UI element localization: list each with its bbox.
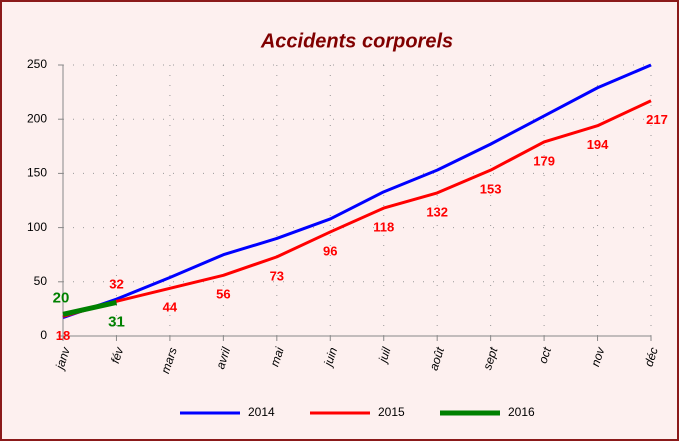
x-tick-label: déc <box>642 346 661 369</box>
series-line <box>62 299 117 317</box>
legend-label: 2015 <box>378 405 405 419</box>
data-label: 118 <box>373 220 394 235</box>
y-tick-label: 250 <box>27 57 47 71</box>
x-tick-label: avril <box>213 345 233 371</box>
data-label: 32 <box>109 277 123 292</box>
y-tick-label: 200 <box>27 111 47 125</box>
series-line <box>62 99 652 318</box>
x-tick-label: oct <box>536 345 554 365</box>
y-tick-label: 50 <box>34 274 48 288</box>
y-tick-label: 0 <box>40 328 47 342</box>
x-tick-label: juil <box>375 345 394 365</box>
data-label: 31 <box>108 313 125 330</box>
data-label: 217 <box>646 112 668 127</box>
data-label: 179 <box>533 153 555 168</box>
data-label: 20 <box>53 289 70 306</box>
data-label: 132 <box>426 204 448 219</box>
x-tick-label: mai <box>267 345 286 368</box>
legend-label: 2016 <box>508 405 535 419</box>
series-line <box>62 63 652 319</box>
data-label: 73 <box>270 268 284 283</box>
x-tick-label: juin <box>320 345 340 369</box>
data-label: 56 <box>216 287 230 302</box>
legend-label: 2014 <box>248 405 275 419</box>
y-tick-label: 150 <box>27 166 47 180</box>
data-label: 96 <box>323 243 337 258</box>
x-tick-label: sept <box>480 345 501 372</box>
data-label: 18 <box>56 328 70 343</box>
y-tick-label: 100 <box>27 220 47 234</box>
data-label: 153 <box>480 182 502 197</box>
x-tick-label: nov <box>588 345 608 369</box>
x-tick-label: fév <box>108 345 127 366</box>
data-label: 44 <box>163 300 178 315</box>
chart-title: Accidents corporels <box>260 30 453 52</box>
data-label: 194 <box>587 137 609 152</box>
